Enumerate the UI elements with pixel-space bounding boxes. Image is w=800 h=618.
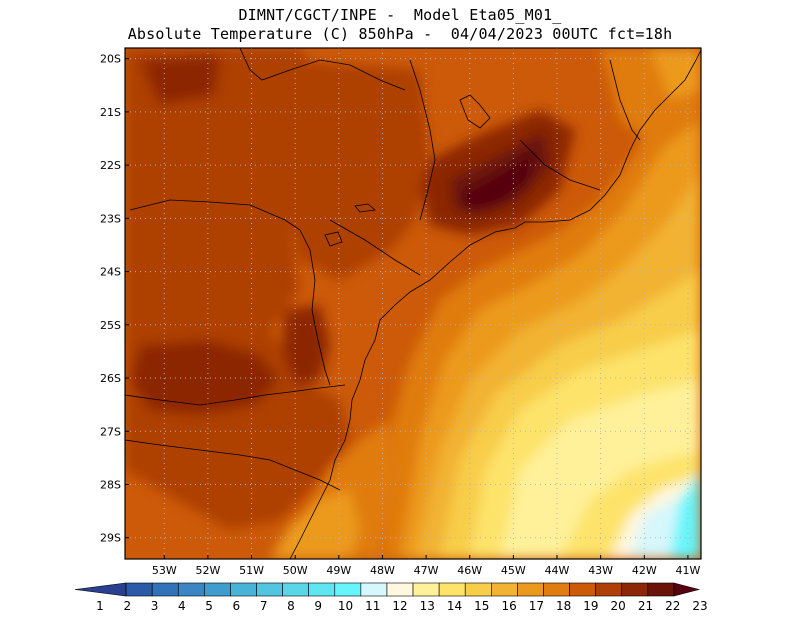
- lon-tick-label: 45W: [501, 564, 526, 577]
- colorbar-label: 8: [287, 599, 295, 613]
- lat-lon-grid: [125, 48, 701, 559]
- lon-tick-label: 52W: [195, 564, 220, 577]
- colorbar-label: 18: [556, 599, 571, 613]
- lon-tick-label: 47W: [414, 564, 439, 577]
- colorbar-swatch: [177, 582, 205, 597]
- temperature-colorbar: 1 2 3 4 5 6 7 8 9 10 11 12 13 14 15 16 17 18 19 20 21 22 23: [74, 582, 708, 613]
- colorbar-swatch: [308, 582, 336, 597]
- colorbar-label: 4: [178, 599, 186, 613]
- colorbar-swatch: [256, 582, 283, 597]
- lat-tick-label: 20S: [100, 53, 121, 66]
- map-title-line-1: DIMNT/CGCT/INPE - Model Eta05_M01_: [238, 6, 562, 24]
- lon-tick-label: 43W: [588, 564, 613, 577]
- lon-tick-label: 44W: [545, 564, 570, 577]
- lat-tick-label: 22S: [100, 159, 121, 172]
- colorbar-label: 10: [338, 599, 353, 613]
- lat-tick-label: 29S: [100, 532, 121, 545]
- colorbar-label: 14: [447, 599, 462, 613]
- colorbar-label: 22: [665, 599, 680, 613]
- colorbar-swatch: [543, 582, 570, 597]
- colorbar-swatch: [621, 582, 649, 597]
- temperature-field: [125, 48, 701, 559]
- colorbar-swatch: [74, 582, 127, 597]
- colorbar-label: 11: [365, 599, 380, 613]
- colorbar-swatch: [647, 582, 675, 597]
- colorbar-label: 21: [638, 599, 653, 613]
- lon-tick-label: 42W: [632, 564, 657, 577]
- colorbar-label: 23: [692, 599, 707, 613]
- colorbar-swatch: [386, 582, 414, 597]
- colorbar-label: 13: [420, 599, 435, 613]
- colorbar-swatch: [360, 582, 388, 597]
- colorbar-swatch: [595, 582, 623, 597]
- map-frame: [124, 47, 702, 560]
- colorbar-swatch: [334, 582, 362, 597]
- colorbar-swatch: [412, 582, 440, 597]
- lat-tick-label: 24S: [100, 266, 121, 279]
- colorbar-swatch: [438, 582, 466, 597]
- colorbar-label: 2: [123, 599, 131, 613]
- lat-tick-label: 27S: [100, 425, 121, 438]
- colorbar-swatch: [204, 582, 231, 597]
- colorbar-swatch: [151, 582, 179, 597]
- colorbar-label: 9: [314, 599, 322, 613]
- colorbar-swatch: [464, 582, 492, 597]
- colorbar-swatch: [125, 582, 153, 597]
- colorbar-swatch: [282, 582, 309, 597]
- colorbar-label: 15: [474, 599, 489, 613]
- colorbar-swatch: [491, 582, 518, 597]
- colorbar-swatch: [230, 582, 257, 597]
- colorbar-label: 6: [233, 599, 241, 613]
- lon-tick-label: 41W: [675, 564, 700, 577]
- colorbar-swatch: [517, 582, 544, 597]
- colorbar-label: 20: [611, 599, 626, 613]
- lat-axis-labels: 20S 21S 22S 23S 24S 25S 26S 27S 28S 29S: [100, 53, 129, 545]
- colorbar-label: 12: [392, 599, 407, 613]
- lat-tick-label: 25S: [100, 319, 121, 332]
- colorbar-swatch: [569, 582, 596, 597]
- colorbar-label: 16: [501, 599, 516, 613]
- colorbar-label: 17: [529, 599, 544, 613]
- lon-tick-label: 49W: [326, 564, 351, 577]
- colorbar-label: 19: [583, 599, 598, 613]
- lon-tick-label: 51W: [239, 564, 264, 577]
- colorbar-label: 1: [96, 599, 104, 613]
- map-title-line-2: Absolute Temperature (C) 850hPa - 04/04/…: [127, 25, 673, 43]
- lon-tick-label: 48W: [370, 564, 395, 577]
- colorbar-label: 5: [205, 599, 213, 613]
- colorbar-label: 3: [151, 599, 159, 613]
- lat-tick-label: 26S: [100, 372, 121, 385]
- lon-tick-label: 50W: [283, 564, 308, 577]
- lon-axis-labels: 53W 52W 51W 50W 49W 48W 47W 46W 45W 44W 43W 42W 41W: [152, 555, 700, 577]
- coastline-borders: [125, 48, 701, 559]
- lat-tick-label: 21S: [100, 106, 121, 119]
- lat-tick-label: 23S: [100, 212, 121, 225]
- lon-tick-label: 53W: [152, 564, 177, 577]
- colorbar-label: 7: [260, 599, 268, 613]
- colorbar-swatch: [673, 582, 701, 597]
- lon-tick-label: 46W: [457, 564, 482, 577]
- lat-tick-label: 28S: [100, 478, 121, 491]
